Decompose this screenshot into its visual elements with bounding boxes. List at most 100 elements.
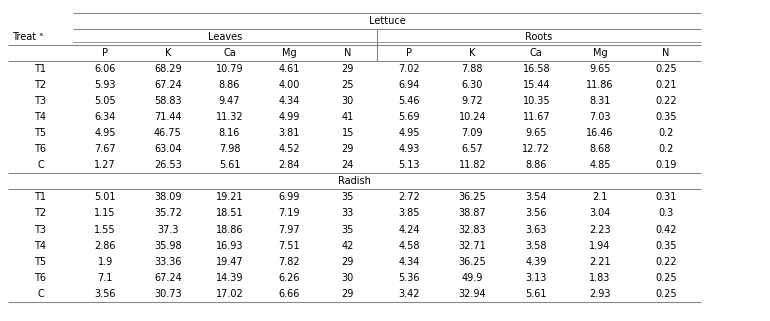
- Text: 2.21: 2.21: [589, 256, 611, 267]
- Text: 7.09: 7.09: [462, 128, 483, 138]
- Text: 41: 41: [342, 112, 353, 122]
- Text: 0.35: 0.35: [655, 112, 677, 122]
- Text: 36.25: 36.25: [458, 192, 487, 203]
- Text: 35: 35: [341, 192, 354, 203]
- Text: 4.52: 4.52: [278, 144, 300, 154]
- Text: T6: T6: [35, 273, 46, 283]
- Text: 17.02: 17.02: [216, 289, 243, 299]
- Text: 29: 29: [341, 256, 354, 267]
- Text: 49.9: 49.9: [462, 273, 483, 283]
- Text: 4.95: 4.95: [398, 128, 420, 138]
- Text: 3.56: 3.56: [526, 208, 547, 219]
- Text: T5: T5: [35, 128, 46, 138]
- Text: 3.42: 3.42: [398, 289, 420, 299]
- Text: 9.72: 9.72: [461, 96, 484, 106]
- Text: T4: T4: [35, 112, 46, 122]
- Text: 4.95: 4.95: [95, 128, 115, 138]
- Text: 32.94: 32.94: [459, 289, 486, 299]
- Text: T6: T6: [35, 144, 46, 154]
- Text: Lettuce: Lettuce: [369, 16, 405, 26]
- Text: 5.05: 5.05: [94, 96, 116, 106]
- Text: 4.99: 4.99: [279, 112, 300, 122]
- Text: 6.34: 6.34: [95, 112, 115, 122]
- Text: 0.25: 0.25: [655, 289, 677, 299]
- Text: 11.67: 11.67: [523, 112, 550, 122]
- Text: N: N: [662, 48, 670, 58]
- Text: 35.72: 35.72: [154, 208, 182, 219]
- Text: Treat ᵃ: Treat ᵃ: [12, 32, 42, 42]
- Text: 0.25: 0.25: [655, 273, 677, 283]
- Text: Ca: Ca: [530, 48, 543, 58]
- Text: 29: 29: [341, 289, 354, 299]
- Text: 37.3: 37.3: [157, 224, 179, 235]
- Text: 63.04: 63.04: [154, 144, 182, 154]
- Text: 0.19: 0.19: [655, 160, 677, 170]
- Text: 1.55: 1.55: [94, 224, 116, 235]
- Text: 4.24: 4.24: [398, 224, 420, 235]
- Text: 15.44: 15.44: [523, 80, 550, 90]
- Text: 18.86: 18.86: [216, 224, 243, 235]
- Text: 9.65: 9.65: [526, 128, 547, 138]
- Text: 67.24: 67.24: [154, 273, 182, 283]
- Text: 10.24: 10.24: [459, 112, 486, 122]
- Text: 11.86: 11.86: [586, 80, 614, 90]
- Text: 1.9: 1.9: [98, 256, 112, 267]
- Text: 11.82: 11.82: [459, 160, 486, 170]
- Text: Roots: Roots: [525, 32, 553, 42]
- Text: P: P: [102, 48, 108, 58]
- Text: 4.00: 4.00: [279, 80, 300, 90]
- Text: 5.93: 5.93: [95, 80, 115, 90]
- Text: C: C: [37, 289, 44, 299]
- Text: 58.83: 58.83: [154, 96, 182, 106]
- Text: 38.87: 38.87: [459, 208, 486, 219]
- Text: 38.09: 38.09: [154, 192, 182, 203]
- Text: 10.79: 10.79: [216, 64, 243, 74]
- Text: 0.21: 0.21: [655, 80, 677, 90]
- Text: 4.85: 4.85: [589, 160, 611, 170]
- Text: 11.32: 11.32: [216, 112, 243, 122]
- Text: 7.02: 7.02: [398, 64, 420, 74]
- Text: 33: 33: [342, 208, 353, 219]
- Text: 7.67: 7.67: [94, 144, 116, 154]
- Text: 8.16: 8.16: [219, 128, 240, 138]
- Text: 6.06: 6.06: [95, 64, 115, 74]
- Text: 1.15: 1.15: [95, 208, 115, 219]
- Text: 3.56: 3.56: [95, 289, 115, 299]
- Text: 4.61: 4.61: [279, 64, 300, 74]
- Text: 71.44: 71.44: [154, 112, 182, 122]
- Text: 33.36: 33.36: [154, 256, 182, 267]
- Text: 18.51: 18.51: [216, 208, 243, 219]
- Text: 8.86: 8.86: [219, 80, 240, 90]
- Text: 7.03: 7.03: [589, 112, 611, 122]
- Text: Ca: Ca: [223, 48, 236, 58]
- Text: 3.81: 3.81: [279, 128, 300, 138]
- Text: C: C: [37, 160, 44, 170]
- Text: T1: T1: [35, 64, 46, 74]
- Text: 0.25: 0.25: [655, 64, 677, 74]
- Text: 29: 29: [341, 64, 354, 74]
- Text: 3.13: 3.13: [526, 273, 547, 283]
- Text: Leaves: Leaves: [208, 32, 243, 42]
- Text: 32.71: 32.71: [458, 240, 487, 251]
- Text: 4.58: 4.58: [398, 240, 420, 251]
- Text: 0.22: 0.22: [655, 96, 677, 106]
- Text: 5.61: 5.61: [526, 289, 547, 299]
- Text: 9.47: 9.47: [219, 96, 240, 106]
- Text: 12.72: 12.72: [522, 144, 551, 154]
- Text: Radish: Radish: [338, 176, 370, 187]
- Text: 2.86: 2.86: [95, 240, 115, 251]
- Text: 32.83: 32.83: [459, 224, 486, 235]
- Text: 30.73: 30.73: [154, 289, 182, 299]
- Text: 5.61: 5.61: [219, 160, 240, 170]
- Text: 35.98: 35.98: [154, 240, 182, 251]
- Text: 6.66: 6.66: [279, 289, 300, 299]
- Text: 2.23: 2.23: [589, 224, 611, 235]
- Text: 9.65: 9.65: [589, 64, 611, 74]
- Text: 6.99: 6.99: [279, 192, 300, 203]
- Text: 0.31: 0.31: [655, 192, 677, 203]
- Text: 3.85: 3.85: [398, 208, 420, 219]
- Text: T2: T2: [35, 80, 46, 90]
- Text: 5.36: 5.36: [398, 273, 420, 283]
- Text: 3.63: 3.63: [526, 224, 547, 235]
- Text: T3: T3: [35, 96, 46, 106]
